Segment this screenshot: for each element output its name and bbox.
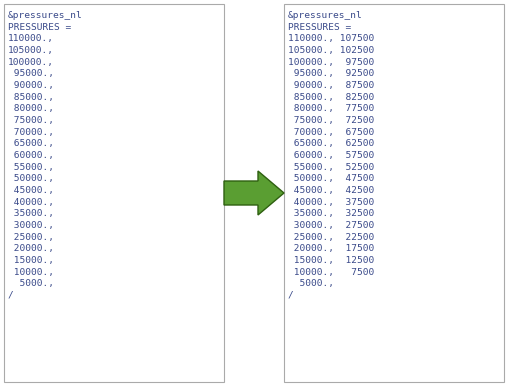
Text: &pressures_nl
PRESSURES =
110000., 107500
105000., 102500
100000.,  97500
 95000: &pressures_nl PRESSURES = 110000., 10750… xyxy=(288,11,374,300)
Polygon shape xyxy=(224,171,284,215)
Bar xyxy=(4,4,224,382)
Bar xyxy=(284,4,504,382)
Text: &pressures_nl
PRESSURES =
110000.,
105000.,
100000.,
 95000.,
 90000.,
 85000.,
: &pressures_nl PRESSURES = 110000., 10500… xyxy=(8,11,83,300)
